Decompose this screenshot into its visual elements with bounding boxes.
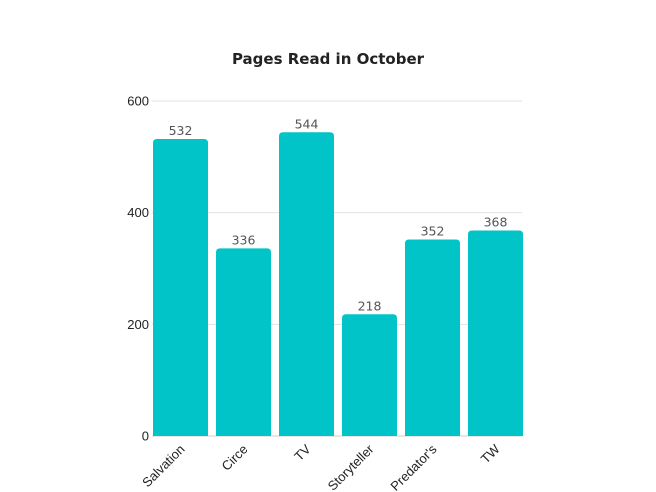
bar xyxy=(153,138,208,436)
chart-title: Pages Read in October xyxy=(232,50,425,68)
bars xyxy=(153,132,523,436)
data-labels: 532 336 544 218 352 368 xyxy=(169,116,508,313)
y-tick-label: 600 xyxy=(127,94,149,109)
x-tick-label: TV xyxy=(291,441,314,464)
bar xyxy=(405,239,460,436)
data-label: 336 xyxy=(232,232,256,247)
x-tick-label: TW xyxy=(478,441,503,466)
y-tick-label: 400 xyxy=(127,205,149,220)
bar xyxy=(342,314,397,436)
y-tick-label: 0 xyxy=(142,429,149,444)
y-axis-ticks: 0 200 400 600 xyxy=(127,94,149,444)
data-label: 218 xyxy=(358,298,382,313)
data-label: 352 xyxy=(421,223,445,238)
y-tick-label: 200 xyxy=(127,317,149,332)
x-tick-label: Salvation xyxy=(139,442,187,490)
gridlines xyxy=(152,100,522,437)
data-label: 532 xyxy=(169,123,193,138)
bar xyxy=(468,230,523,436)
bar xyxy=(216,248,271,436)
data-label: 544 xyxy=(295,116,319,131)
bar xyxy=(279,132,334,436)
x-tick-label: Storyteller xyxy=(325,441,377,492)
x-tick-label: Circe xyxy=(219,442,251,474)
x-axis-ticks: Salvation Circe TV Storyteller Predator's TW xyxy=(139,441,503,492)
data-label: 368 xyxy=(484,215,508,230)
x-tick-label: Predator's xyxy=(387,441,440,492)
